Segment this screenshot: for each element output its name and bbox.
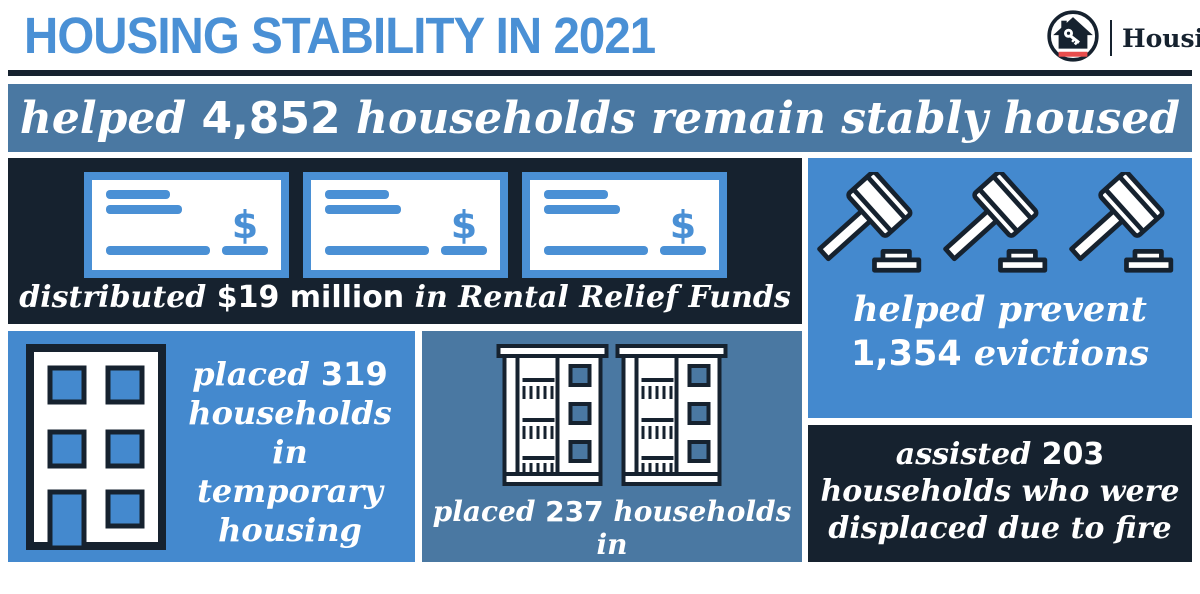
temporary-line3: temporary xyxy=(197,472,383,510)
brand-divider xyxy=(1110,20,1112,56)
rental-relief-caption: distributed $19 million in Rental Relief… xyxy=(19,280,791,315)
panel-permanent-housing: placed 237 households in permanent housi… xyxy=(422,331,802,594)
bank-check-icon: $ xyxy=(302,172,508,282)
fire-caption: assisted 203 households who were displac… xyxy=(808,436,1192,547)
gavel-icon xyxy=(941,170,1059,280)
page-title: HOUSING STABILITY IN 2021 xyxy=(24,7,656,64)
bank-check-icon: $ xyxy=(521,172,727,282)
evictions-caption: helped prevent 1,354 evictions xyxy=(808,288,1192,376)
gavel-icons-row xyxy=(808,170,1192,280)
evictions-line2: 1,354 evictions xyxy=(850,333,1150,374)
house-key-logo-icon xyxy=(1046,9,1100,67)
temporary-line2: households in xyxy=(188,394,392,471)
rental-relief-number: $19 million xyxy=(216,280,405,315)
fire-line1: assisted 203 xyxy=(895,437,1105,472)
banner-text: helped 4,852 households remain stably ho… xyxy=(19,92,1181,144)
temporary-caption: placed 319 households in temporary housi… xyxy=(170,355,410,550)
banner-number: 4,852 xyxy=(201,92,341,144)
evictions-number: 1,354 xyxy=(850,334,962,374)
dollar-glyph: $ xyxy=(231,203,257,247)
temporary-line4: housing xyxy=(218,511,362,549)
brand-name: Housing xyxy=(1122,23,1200,53)
permanent-line1: placed 237 households in xyxy=(432,495,792,561)
panel-evictions: helped prevent 1,354 evictions xyxy=(808,158,1192,418)
dollar-glyph: $ xyxy=(669,203,695,247)
gavel-icon xyxy=(1067,170,1185,280)
evictions-line1: helped prevent xyxy=(853,289,1147,330)
bank-check-icon: $ xyxy=(83,172,289,282)
two-apartment-buildings-icon xyxy=(422,340,802,490)
fire-number: 203 xyxy=(1041,437,1105,472)
fire-line3: displaced due to fire xyxy=(828,511,1172,546)
apartment-building-icon xyxy=(26,344,166,554)
temporary-number: 319 xyxy=(320,355,388,393)
panel-fire-displacement: assisted 203 households who were displac… xyxy=(808,425,1192,562)
check-icons-row: $ $ $ xyxy=(8,172,802,282)
panel-rental-relief: $ $ $ distributed $19 million xyxy=(8,158,802,324)
temporary-line1: placed 319 xyxy=(192,355,388,393)
fire-line2: households who were xyxy=(820,474,1180,509)
gavel-icon xyxy=(815,170,933,280)
permanent-number: 237 xyxy=(545,495,604,528)
brand-logo-block: Housing xyxy=(1046,9,1200,67)
header-rule xyxy=(8,70,1192,76)
permanent-caption: placed 237 households in permanent housi… xyxy=(422,495,802,594)
banner-stably-housed: helped 4,852 households remain stably ho… xyxy=(8,84,1192,152)
permanent-line2: permanent housing xyxy=(458,561,766,594)
dollar-glyph: $ xyxy=(450,203,476,247)
panel-temporary-housing: placed 319 households in temporary housi… xyxy=(8,331,415,562)
